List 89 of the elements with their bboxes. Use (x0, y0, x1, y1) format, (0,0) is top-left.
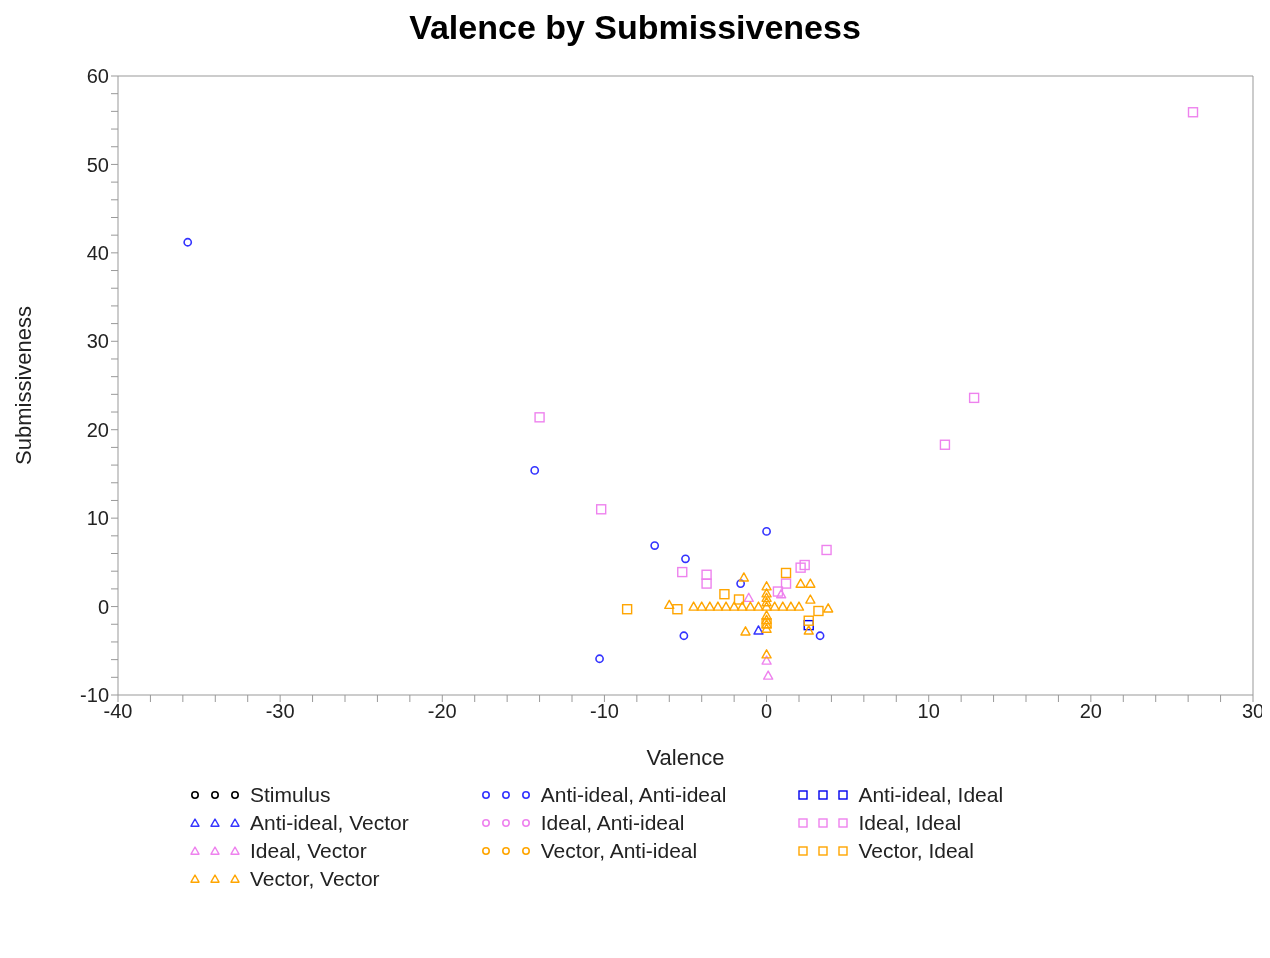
point (799, 559, 810, 571)
point (793, 601, 805, 611)
point (761, 601, 772, 611)
point (712, 601, 724, 611)
chart-title: Valence by Submissiveness (408, 8, 862, 47)
legend-label: Ideal, Anti-ideal (540, 811, 685, 835)
point (728, 601, 740, 611)
x-tick-label: 0 (761, 700, 773, 723)
point (939, 439, 951, 450)
point (738, 572, 750, 582)
point (761, 592, 772, 603)
x-tick-label: 10 (917, 700, 940, 723)
y-tick-label: 40 (86, 241, 109, 264)
legend-label: Vector, Anti-ideal (540, 839, 698, 863)
point (720, 601, 732, 611)
point (677, 566, 688, 578)
point (805, 594, 816, 604)
point (650, 541, 660, 550)
point (813, 605, 824, 617)
point (1187, 107, 1199, 118)
point (785, 601, 797, 611)
point (803, 625, 814, 635)
point (761, 596, 772, 607)
point (679, 631, 689, 641)
point (595, 504, 607, 515)
x-tick-label: -10 (589, 700, 619, 723)
point (740, 626, 751, 636)
point (737, 601, 748, 611)
point (762, 527, 771, 536)
y-tick-label: -10 (80, 684, 109, 707)
y-tick-label: 50 (86, 153, 109, 176)
x-tick-label: 20 (1079, 700, 1102, 723)
legend-label: Ideal, Ideal (858, 811, 962, 835)
point (822, 603, 834, 613)
point (688, 601, 699, 611)
point (672, 604, 683, 615)
point (795, 578, 806, 588)
point (743, 592, 754, 603)
point (761, 649, 772, 659)
point (736, 579, 746, 588)
y-tick-label: 10 (86, 507, 109, 530)
point (761, 581, 772, 591)
point (745, 601, 756, 611)
point (761, 614, 772, 625)
legend-label: Anti-ideal, Ideal (858, 783, 1004, 807)
point (704, 601, 716, 611)
point (780, 567, 792, 579)
point (803, 615, 814, 626)
legend-label: Vector, Ideal (858, 839, 974, 863)
y-tick-label: 60 (86, 65, 109, 88)
y-tick-label: 0 (97, 595, 109, 618)
point (777, 601, 788, 611)
point (753, 601, 764, 611)
point (968, 392, 980, 404)
x-axis-title: Valence (646, 745, 725, 770)
point (733, 594, 745, 605)
point (815, 631, 825, 641)
point (761, 610, 772, 620)
point (664, 599, 675, 610)
point (769, 601, 780, 611)
point (701, 569, 712, 580)
y-tick-label: 20 (86, 418, 109, 441)
legend-label: Ideal, Vector (250, 839, 367, 863)
x-tick-label: -30 (265, 700, 295, 723)
point (534, 412, 545, 423)
point (530, 465, 540, 475)
x-tick-label: -20 (427, 700, 457, 723)
legend-label: Anti-ideal, Vector (250, 811, 409, 835)
legend-label: Stimulus (250, 783, 331, 807)
point (795, 562, 806, 573)
point (719, 588, 730, 600)
point (821, 544, 832, 556)
point (621, 604, 633, 615)
point (701, 578, 712, 589)
legend-label: Vector, Vector (250, 867, 380, 891)
point (696, 601, 707, 611)
point (183, 237, 193, 247)
point (780, 578, 792, 589)
point (761, 623, 772, 633)
point (761, 588, 772, 598)
point (753, 625, 764, 635)
point (595, 654, 604, 664)
y-tick-label: 30 (86, 330, 109, 353)
point (761, 655, 772, 665)
y-axis-title: Submissiveness (10, 306, 36, 465)
point (681, 554, 690, 564)
point (762, 670, 774, 680)
legend-label: Anti-ideal, Anti-ideal (540, 783, 727, 807)
point (805, 578, 816, 588)
